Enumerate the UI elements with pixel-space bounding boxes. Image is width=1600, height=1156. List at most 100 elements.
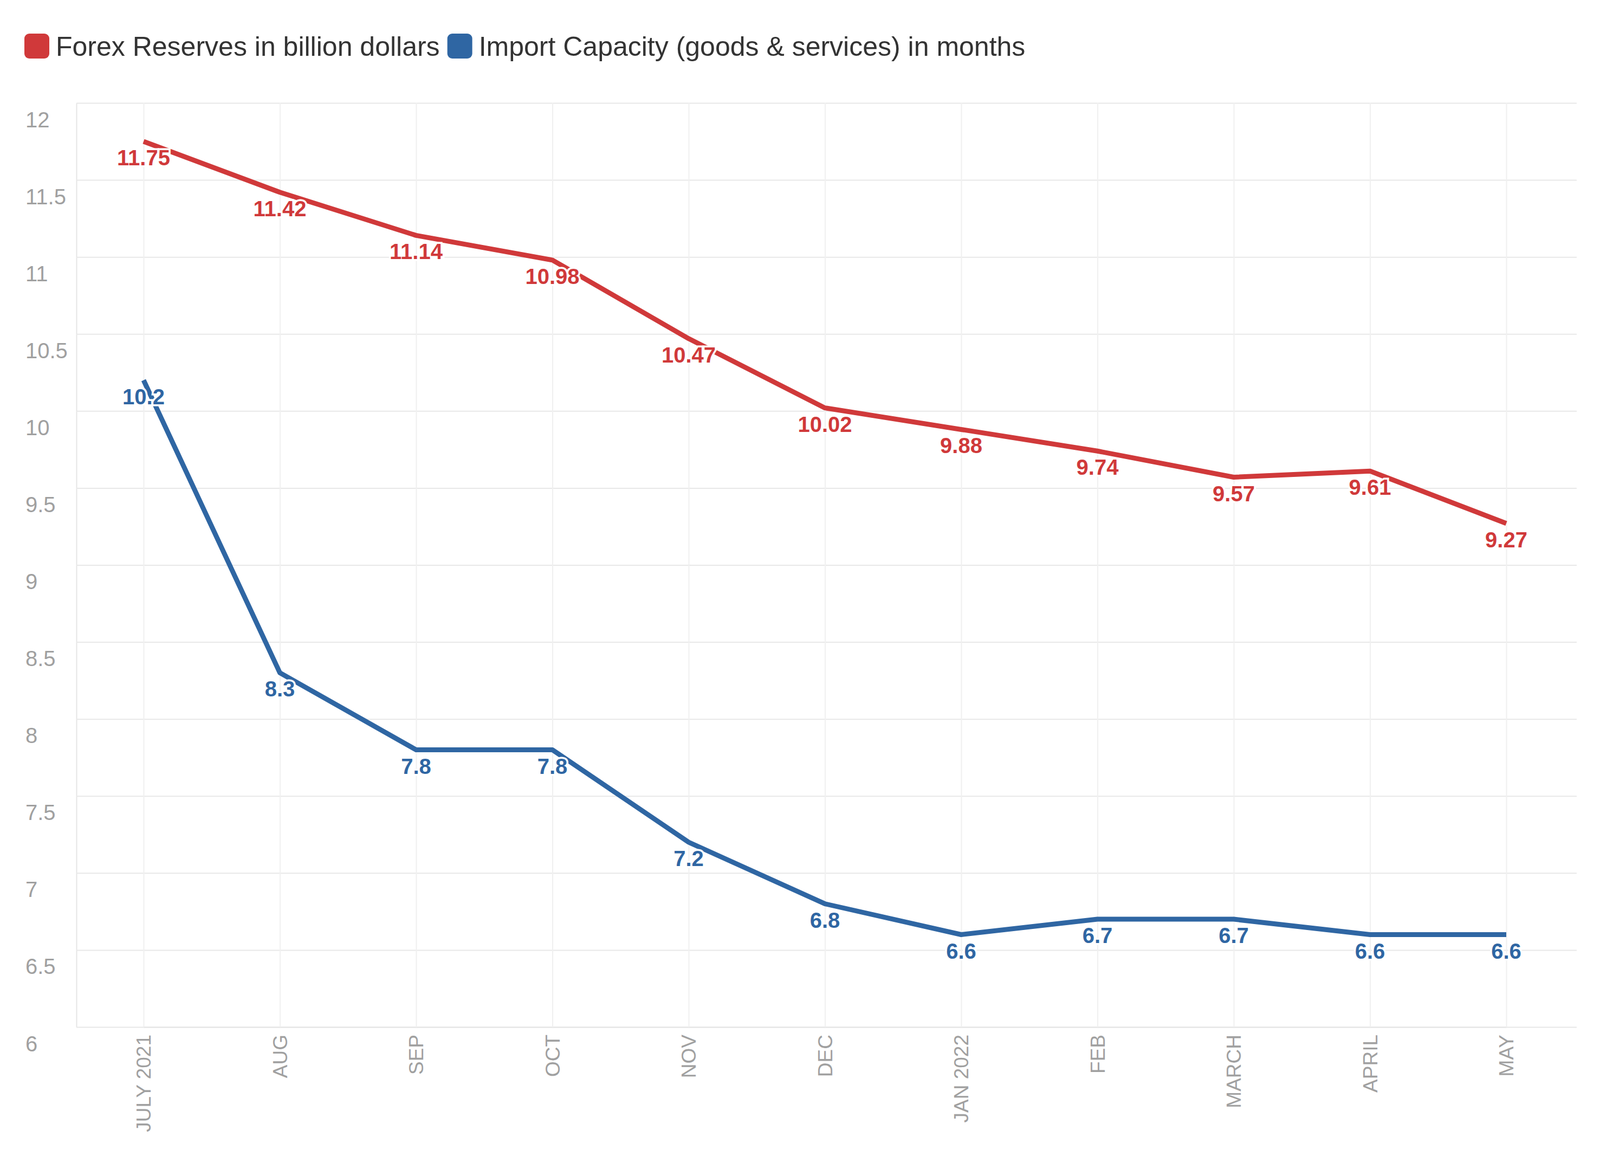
y-tick-label: 10.5 (25, 338, 68, 363)
y-tick: 10 (25, 411, 1577, 440)
x-grid-line (143, 102, 145, 1027)
data-label: 10.47 (661, 342, 716, 367)
y-tick-label: 6 (25, 1031, 38, 1056)
chart: 6 6.5 7 7.5 8 8.5 9 9.5 10 10.5 11 11.5 12 JULY 2021 A… (0, 0, 1600, 1156)
x-grid-line (1506, 102, 1508, 1027)
data-label: 11.75 (117, 145, 171, 170)
y-tick: 10.5 (25, 334, 1577, 363)
data-label: 6.7 (1218, 923, 1249, 948)
data-label: 9.74 (1076, 455, 1120, 479)
x-tick: JULY 2021 (132, 102, 155, 1132)
y-tick-label: 7.5 (25, 800, 56, 825)
y-grid-line (76, 333, 1577, 335)
y-grid-line (76, 872, 1577, 874)
data-label: 10.98 (525, 264, 580, 289)
y-tick-label: 8 (25, 723, 38, 748)
legend-label: Forex Reserves in billion dollars (55, 31, 440, 62)
y-axis: 6 6.5 7 7.5 8 8.5 9 9.5 10 10.5 11 11.5 12 (25, 103, 1577, 1056)
series-line (143, 380, 1507, 935)
y-tick-label: 11.5 (25, 184, 67, 209)
legend-swatch (447, 33, 473, 59)
legend: Forex Reserves in billion dollars Import … (24, 31, 1026, 62)
x-tick-label: SEP (405, 1034, 428, 1075)
legend-item: Forex Reserves in billion dollars (24, 31, 440, 62)
x-tick-label: AUG (269, 1034, 292, 1078)
x-tick: JAN 2022 (950, 102, 973, 1123)
y-tick: 11 (25, 257, 1577, 286)
y-grid-line (76, 641, 1577, 643)
data-label: 8.3 (264, 676, 296, 701)
y-tick-label: 7 (25, 877, 38, 902)
x-tick: NOV (677, 102, 701, 1078)
x-tick-label: NOV (677, 1034, 701, 1079)
x-grid-line (688, 102, 690, 1027)
x-tick-label: APRIL (1359, 1034, 1382, 1093)
data-label: 6.6 (946, 938, 977, 963)
y-grid-line (76, 795, 1577, 797)
y-tick: 12 (25, 103, 1577, 132)
data-label: 6.6 (1491, 938, 1522, 963)
series-line (143, 141, 1507, 524)
data-labels: 11.75 11.42 11.14 10.98 10.47 10.02 9.88 9.74 9.… (117, 145, 1528, 963)
y-grid-line (76, 564, 1577, 566)
data-label: 10.02 (797, 412, 852, 437)
data-label: 7.8 (400, 754, 432, 779)
x-axis: JULY 2021 AUG SEP OCT NOV DEC JAN 2022 FEB MARCH… (132, 102, 1518, 1132)
y-tick: 6.5 (25, 949, 1577, 978)
y-tick-label: 10 (25, 415, 50, 440)
data-label: 11.14 (389, 239, 444, 264)
plot-area: 6 6.5 7 7.5 8 8.5 9 9.5 10 10.5 11 11.5 12 JULY 2021 A… (25, 102, 1577, 1132)
y-tick: 8.5 (25, 642, 1577, 671)
y-tick: 6 (25, 1027, 1577, 1056)
y-grid-line (76, 102, 1577, 105)
y-tick-label: 8.5 (25, 646, 56, 671)
data-label: 10.2 (122, 384, 165, 409)
x-grid-line (552, 102, 554, 1027)
data-label: 6.6 (1355, 938, 1386, 963)
y-grid-line (76, 410, 1577, 412)
x-tick: OCT (541, 102, 565, 1077)
y-tick: 9.5 (25, 488, 1577, 517)
y-tick-label: 9 (25, 569, 38, 594)
y-tick-label: 12 (25, 107, 50, 132)
x-tick: MAY (1495, 102, 1518, 1077)
y-tick: 9 (25, 565, 1577, 594)
y-tick: 7 (25, 872, 1577, 902)
data-label: 11.42 (253, 196, 307, 221)
x-tick-label: OCT (541, 1034, 565, 1077)
y-tick: 8 (25, 718, 1577, 748)
y-grid-line (76, 1026, 1577, 1028)
legend-item: Import Capacity (goods & services) in mo… (447, 31, 1026, 62)
x-grid-line (279, 102, 281, 1027)
x-tick: MARCH (1222, 102, 1246, 1109)
legend-label: Import Capacity (goods & services) in mo… (478, 31, 1026, 62)
y-tick-label: 11 (25, 261, 49, 286)
x-grid-line (961, 102, 963, 1027)
legend-swatch (24, 33, 50, 59)
data-label: 9.57 (1212, 481, 1255, 506)
data-label: 7.2 (673, 846, 704, 871)
x-grid-line (1369, 102, 1371, 1027)
data-label: 6.8 (810, 908, 841, 932)
y-grid-line (76, 179, 1577, 181)
x-tick: AUG (269, 102, 292, 1078)
lines (143, 141, 1507, 935)
data-label: 9.88 (940, 433, 983, 458)
x-grid-line (1233, 102, 1235, 1027)
x-tick-label: MARCH (1222, 1034, 1246, 1109)
y-grid-line (76, 718, 1577, 720)
x-tick-label: JULY 2021 (132, 1034, 155, 1132)
x-tick-label: DEC (814, 1034, 837, 1077)
y-grid-line (76, 256, 1577, 258)
data-label: 7.8 (537, 754, 568, 779)
data-label: 9.27 (1485, 527, 1528, 552)
x-tick-label: JAN 2022 (950, 1034, 973, 1123)
y-tick-label: 6.5 (25, 954, 56, 978)
y-grid-line (76, 949, 1577, 951)
x-tick-label: FEB (1086, 1034, 1110, 1074)
y-tick: 7.5 (25, 795, 1577, 825)
x-tick-label: MAY (1495, 1034, 1518, 1077)
data-label: 6.7 (1082, 923, 1113, 948)
x-grid-line (824, 102, 826, 1027)
y-tick-label: 9.5 (25, 492, 56, 517)
